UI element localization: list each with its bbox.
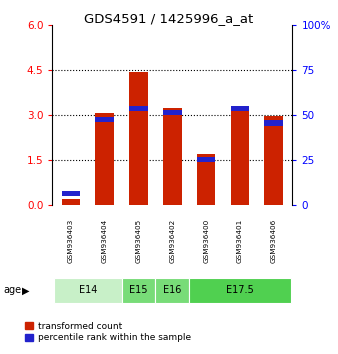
Text: E15: E15 (129, 285, 148, 295)
Bar (197, 156, 216, 162)
Bar (265, 120, 283, 126)
Bar (54, 278, 122, 303)
Text: GSM936404: GSM936404 (102, 218, 108, 263)
Bar (265, 116, 283, 205)
Bar (189, 278, 291, 303)
Text: age: age (3, 285, 22, 295)
Text: GSM936401: GSM936401 (237, 218, 243, 263)
Bar (163, 108, 182, 205)
Bar (231, 107, 249, 205)
Bar (62, 191, 80, 196)
Text: E17.5: E17.5 (226, 285, 254, 295)
Bar (129, 72, 148, 205)
Text: ▶: ▶ (22, 285, 29, 295)
Bar (197, 154, 216, 205)
Text: GSM936406: GSM936406 (271, 218, 277, 263)
Text: E14: E14 (79, 285, 97, 295)
Bar (231, 106, 249, 112)
Bar (155, 278, 189, 303)
Legend: transformed count, percentile rank within the sample: transformed count, percentile rank withi… (21, 318, 194, 346)
Bar (96, 117, 114, 122)
Text: GDS4591 / 1425996_a_at: GDS4591 / 1425996_a_at (84, 12, 254, 25)
Bar (96, 113, 114, 205)
Bar (163, 110, 182, 115)
Text: GSM936403: GSM936403 (68, 218, 74, 263)
Text: GSM936405: GSM936405 (136, 218, 142, 263)
Text: GSM936402: GSM936402 (169, 218, 175, 263)
Bar (122, 278, 155, 303)
Bar (62, 199, 80, 205)
Text: E16: E16 (163, 285, 182, 295)
Bar (129, 106, 148, 112)
Text: GSM936400: GSM936400 (203, 218, 209, 263)
